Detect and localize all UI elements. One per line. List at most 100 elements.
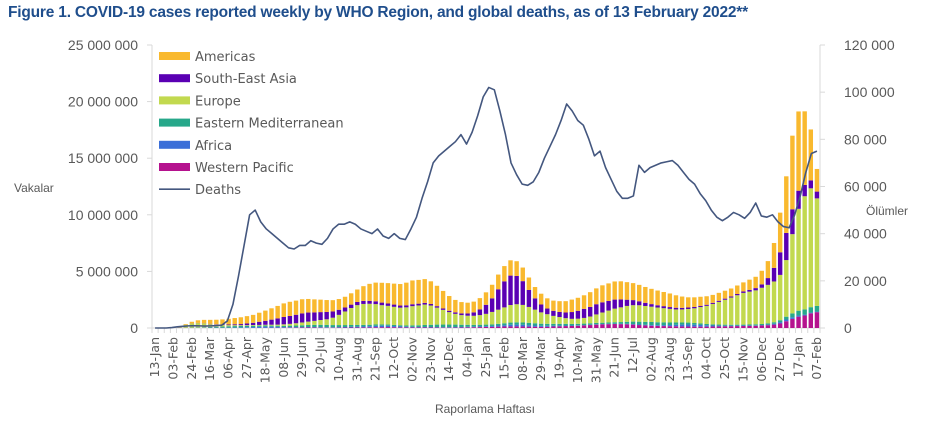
bar-segment-eastern-mediterranean [324,324,329,328]
bar-segment-eastern-mediterranean [704,323,709,326]
bar-segment-south-east-asia [434,306,440,308]
bar-segment-south-east-asia [710,302,715,304]
bar-segment-americas [398,284,403,306]
bar-segment-americas [459,302,464,314]
bar-segment-europe [661,308,666,323]
bar-segment-africa [802,314,807,316]
bar-segment-south-east-asia [422,302,427,305]
bar-segment-eastern-mediterranean [569,323,574,326]
bar-segment-africa [655,325,660,326]
bar-segment-south-east-asia [496,289,501,310]
bar-segment-south-east-asia [618,299,624,308]
bar-segment-africa [765,324,771,326]
bar-segment-europe [330,317,335,326]
bar-segment-south-east-asia [489,298,495,312]
bar-segment-south-east-asia [342,307,348,312]
bar-segment-south-east-asia [416,303,421,306]
bar-segment-south-east-asia [686,307,691,309]
bar-segment-eastern-mediterranean [538,323,544,326]
bar-segment-eastern-mediterranean [716,324,722,326]
bar-segment-south-east-asia [679,307,685,310]
bar-segment-americas [710,294,715,303]
bar-segment-americas [465,302,470,314]
bar-segment-europe [741,292,746,325]
bar-segment-americas [330,300,335,312]
bar-segment-europe [281,324,286,326]
bar-segment-south-east-asia [692,306,697,309]
chart-title: Figure 1. COVID-19 cases reported weekly… [8,4,748,21]
bar-segment-south-east-asia [355,301,360,306]
bar-segment-europe [673,309,679,323]
bar-segment-south-east-asia [385,303,391,306]
bar-segment-africa [808,312,814,314]
bar-segment-americas [532,287,538,299]
x-tick-label: 12-Oct [386,337,401,379]
y2-axis-label: Ölümler [866,204,908,218]
bar-segment-americas [557,301,562,312]
bar-segment-south-east-asia [557,311,562,318]
bar-segment-americas [618,281,624,300]
bar-segment-americas [538,293,544,305]
bar-segment-eastern-mediterranean [594,322,599,325]
bar-segment-eastern-mediterranean [655,322,660,326]
y-axis-label: Vakalar [14,181,54,195]
bar-segment-europe [324,319,329,325]
bar-segment-south-east-asia [287,315,293,324]
bar-segment-americas [287,301,293,316]
bar-segment-americas [269,308,274,320]
bar-segment-eastern-mediterranean [342,325,348,327]
bar-segment-americas [753,276,758,289]
bar-segment-western-pacific [753,325,758,328]
bar-segment-western-pacific [716,326,722,328]
bar-segment-europe [287,323,293,326]
bar-segment-western-pacific [361,327,366,328]
bar-segment-africa [777,322,783,324]
bar-segment-americas [796,111,801,191]
bar-segment-europe [649,306,654,322]
bar-segment-africa [704,325,709,327]
y-tick-label: 25 000 000 [68,37,138,53]
bar-segment-americas [361,286,366,301]
bar-segment-western-pacific [563,326,568,328]
bar-segment-europe [453,313,458,325]
bar-segment-western-pacific [618,324,624,328]
bar-segment-eastern-mediterranean [520,322,525,325]
bar-segment-south-east-asia [238,324,244,326]
bar-segment-europe [293,323,299,326]
bar-segment-eastern-mediterranean [477,324,483,327]
bar-segment-americas [649,288,654,305]
bar-segment-western-pacific [532,326,538,328]
bar-segment-africa [520,324,525,327]
bar-segment-europe [269,324,274,326]
bar-segment-south-east-asia [263,320,268,325]
bar-segment-europe [367,303,372,325]
bar-segment-south-east-asia [551,310,556,316]
bar-segment-europe [618,307,624,323]
bar-segment-americas [471,301,476,313]
bar-segment-south-east-asia [741,291,746,293]
bar-segment-africa [269,326,274,328]
bar-segment-europe [355,305,360,325]
bar-segment-south-east-asia [630,300,636,306]
bar-segment-south-east-asia [784,232,789,261]
bar-segment-western-pacific [686,326,691,328]
y2-tick-label: 0 [844,320,852,336]
bar-segment-africa [404,326,409,328]
x-tick-label: 29-Mar [533,336,548,381]
legend-label: Africa [195,139,232,154]
bar-segment-africa [367,326,372,328]
bars [152,111,820,328]
bar-segment-eastern-mediterranean [367,324,372,327]
bar-segment-western-pacific [545,326,550,328]
bar-segment-europe [422,304,427,325]
bar-segment-eastern-mediterranean [502,323,507,326]
bar-segment-americas [342,296,348,308]
bar-segment-eastern-mediterranean [318,324,323,328]
bar-segment-europe [735,295,740,325]
bar-segment-western-pacific [759,325,764,328]
bar-segment-western-pacific [459,327,464,328]
bar-segment-western-pacific [538,326,544,328]
x-tick-label: 29-Jun [294,337,309,378]
x-tick-label: 16-Mar [202,336,217,381]
bar-segment-western-pacific [391,327,397,328]
